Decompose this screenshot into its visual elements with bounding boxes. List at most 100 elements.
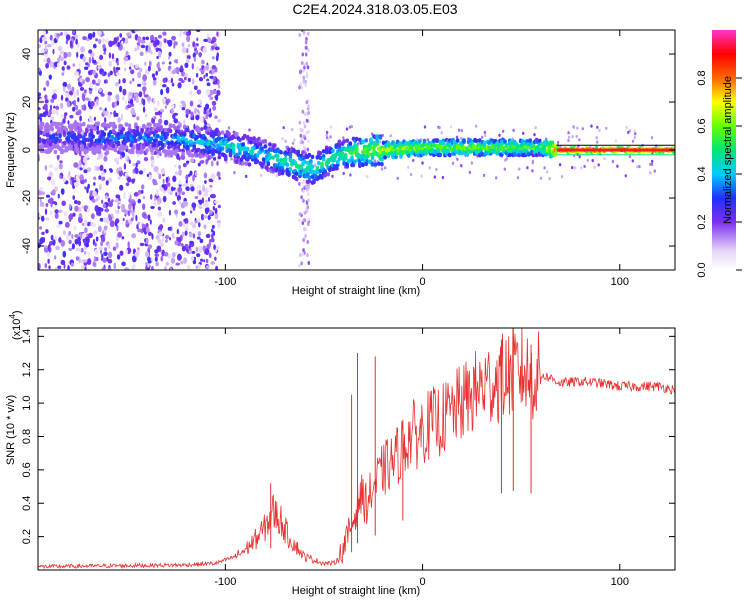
noise-point (129, 80, 132, 84)
ridge-point (350, 155, 354, 160)
noise-point (40, 215, 45, 222)
noise-point (303, 112, 307, 117)
ridge-point (168, 124, 173, 129)
ridge-point (67, 133, 72, 138)
noise-point (631, 139, 635, 143)
noise-point (57, 265, 62, 269)
noise-point (205, 88, 210, 96)
colorbar-label: Normalized spectral amplitude (722, 76, 734, 224)
noise-point (176, 153, 180, 160)
noise-point (282, 126, 285, 130)
noise-point (191, 250, 196, 254)
ridge-point (192, 146, 196, 151)
noise-point (180, 80, 185, 83)
noise-point (456, 157, 459, 161)
noise-point (59, 174, 62, 179)
noise-point (300, 85, 304, 90)
noise-point (95, 236, 99, 242)
noise-point (170, 108, 174, 115)
ridge-point (271, 155, 275, 160)
ridge-point (116, 131, 121, 137)
noise-point (179, 104, 183, 109)
noise-point (299, 69, 303, 74)
noise-point (113, 262, 117, 270)
noise-point (512, 128, 515, 132)
noise-point (125, 249, 129, 254)
ridge-point (337, 139, 342, 144)
noise-point (49, 34, 53, 41)
y-tick-label: -40 (21, 238, 33, 254)
noise-point (205, 103, 210, 110)
noise-point (127, 241, 130, 249)
noise-point (107, 114, 112, 119)
noise-point (51, 179, 55, 186)
noise-point (199, 160, 205, 164)
noise-point (590, 124, 593, 128)
noise-point (126, 104, 132, 109)
noise-point (302, 75, 305, 80)
noise-point (84, 178, 87, 183)
noise-point (143, 167, 146, 173)
noise-point (301, 109, 305, 114)
ridge-point (354, 146, 359, 151)
noise-point (44, 165, 47, 171)
ridge-point (148, 122, 152, 127)
ridge-point (149, 136, 154, 141)
noise-point (378, 140, 381, 144)
noise-point (54, 255, 57, 260)
noise-point (77, 97, 80, 103)
noise-point (556, 140, 560, 145)
noise-point (196, 89, 202, 95)
ridge-point (320, 175, 324, 180)
ridge-point (55, 136, 59, 141)
noise-point (210, 173, 216, 180)
noise-point (60, 102, 64, 109)
noise-point (155, 189, 160, 197)
ridge-point (244, 161, 249, 166)
snr-multiplier: (x104) (8, 310, 23, 340)
noise-point (100, 241, 103, 247)
noise-point (127, 176, 132, 183)
ridge-point (299, 166, 304, 171)
noise-point (61, 72, 65, 76)
noise-point (47, 258, 50, 264)
noise-point (174, 209, 179, 215)
noise-point (171, 232, 175, 238)
ridge-point (40, 148, 45, 154)
ridge-point (83, 138, 88, 143)
noise-point (440, 131, 443, 135)
noise-point (80, 247, 84, 253)
noise-point (84, 186, 87, 190)
noise-point (649, 171, 652, 175)
noise-point (117, 117, 121, 123)
noise-point (54, 266, 58, 270)
noise-point (116, 61, 119, 66)
noise-point (109, 111, 113, 115)
noise-point (71, 234, 74, 239)
noise-point (162, 195, 167, 203)
noise-point (134, 64, 139, 69)
noise-point (128, 159, 131, 164)
noise-point (74, 200, 78, 204)
noise-point (147, 65, 151, 72)
noise-point (133, 192, 138, 197)
noise-point (212, 81, 218, 85)
noise-point (204, 121, 208, 126)
noise-point (325, 133, 328, 137)
noise-point (214, 256, 217, 261)
noise-point (194, 196, 199, 199)
noise-point (109, 169, 113, 173)
noise-point (216, 160, 219, 166)
noise-point (325, 130, 329, 134)
ridge-point (315, 166, 320, 171)
noise-point (185, 223, 188, 230)
noise-point (135, 97, 139, 104)
noise-point (98, 59, 101, 66)
noise-point (80, 264, 85, 270)
noise-point (190, 186, 195, 192)
noise-point (575, 134, 578, 138)
noise-point (611, 159, 615, 164)
noise-point (107, 72, 111, 77)
ridge-point (113, 147, 118, 153)
noise-point (187, 30, 192, 36)
